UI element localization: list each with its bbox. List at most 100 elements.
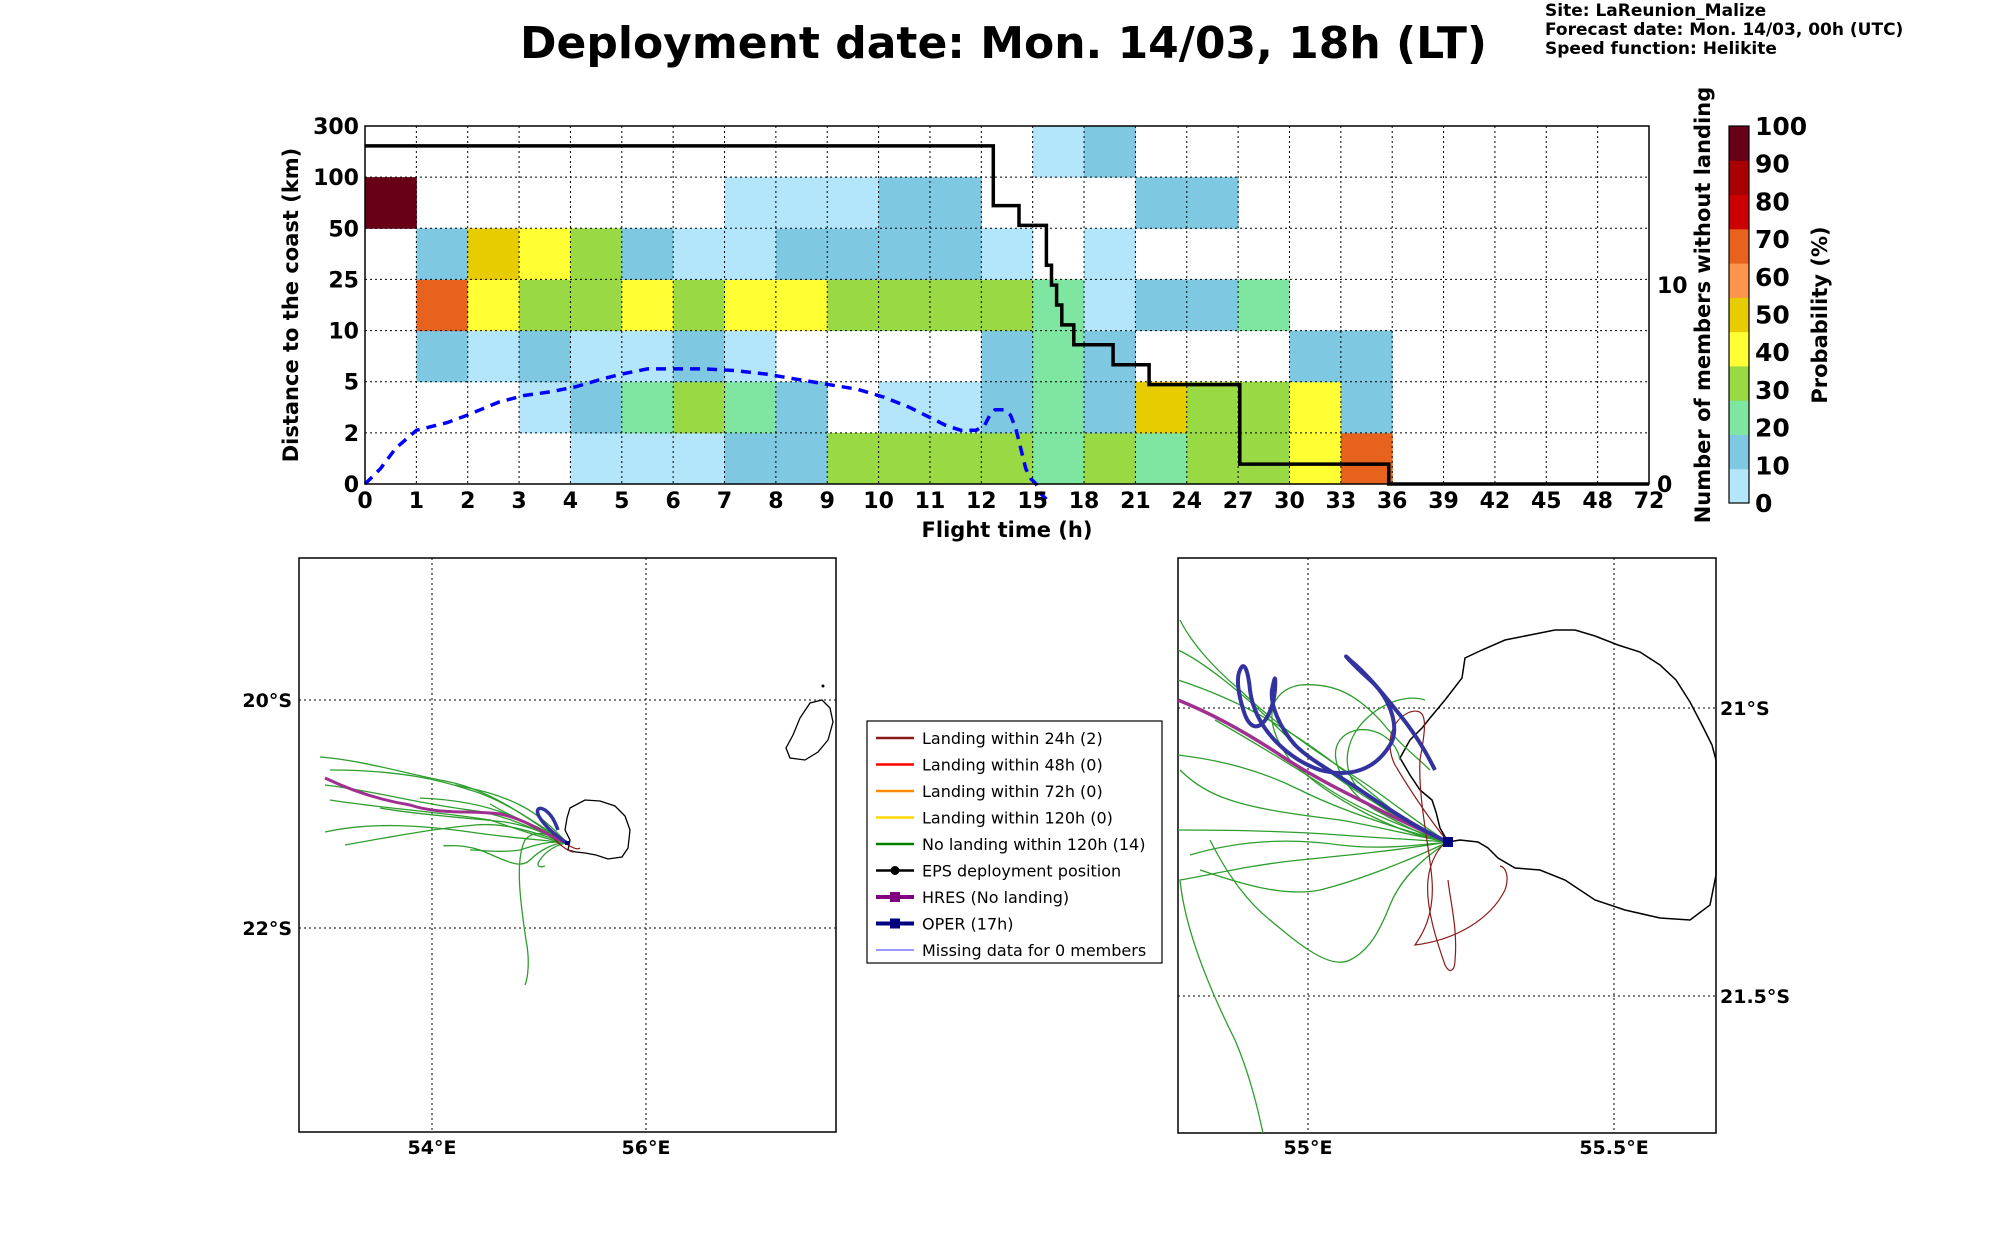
speed-text: Speed function: Helikite (1545, 39, 1777, 59)
colorbar-tick-label: 0 (1755, 489, 1772, 518)
heatmap-cell (519, 279, 571, 332)
trajectory-no-landing (1199, 841, 1449, 893)
chart-lines (363, 144, 1649, 501)
heatmap-cell (775, 228, 828, 280)
heatmap-cell (1186, 279, 1239, 332)
legend-label: No landing within 120h (14) (922, 835, 1145, 854)
site-text: Site: LaReunion_Malize (1545, 1, 1767, 21)
map-right-lon-label: 55°E (1284, 1137, 1333, 1159)
oper-trajectory (535, 806, 568, 845)
heatmap-cell (467, 330, 520, 383)
y-tick-label: 5 (344, 371, 359, 396)
colorbar-swatch (1729, 400, 1749, 435)
heatmap-cell (775, 432, 828, 485)
legend-label: Landing within 72h (0) (922, 782, 1103, 801)
heatmap-cell (570, 432, 623, 485)
mean-distance-line (363, 367, 1048, 501)
heatmap-cell (365, 177, 417, 229)
members-without-landing-line (365, 144, 1649, 486)
trajectory-no-landing (443, 842, 568, 865)
y-tick-label: 25 (328, 268, 359, 293)
x-tick-label: 2 (460, 489, 475, 514)
y2-tick-labels: 0 10 (1657, 274, 1688, 498)
plot-frame (364, 125, 1650, 485)
heatmap-cell (1084, 126, 1136, 178)
legend-label: Landing within 120h (0) (922, 809, 1113, 828)
trajectory-no-landing (1189, 840, 1449, 856)
heatmap-cell (1289, 432, 1342, 485)
islet-dot (821, 684, 825, 688)
y-tick-label: 50 (328, 217, 359, 242)
heatmap-cell (621, 228, 674, 280)
legend-label: EPS deployment position (922, 862, 1121, 881)
heatmap-cell (929, 279, 982, 332)
heatmap-cell (724, 432, 777, 485)
hres-trajectory (1177, 698, 1449, 844)
x-tick-label: 27 (1223, 489, 1254, 514)
reunion-coastline (564, 799, 631, 860)
deployment-marker (565, 841, 569, 845)
colorbar-swatch (1729, 160, 1749, 196)
colorbar-swatch (1729, 194, 1749, 230)
trajectory-landing-24h (1427, 841, 1457, 972)
heatmap-cell (1032, 126, 1085, 178)
x-tick-label: 5 (614, 489, 629, 514)
y2-tick-label: 10 (1657, 274, 1688, 299)
heatmap-cell (1084, 228, 1136, 280)
x-tick-label: 39 (1428, 489, 1459, 514)
y-tick-label: 2 (344, 422, 359, 447)
heatmap-cell (929, 228, 982, 280)
legend-label: Landing within 48h (0) (922, 756, 1103, 775)
trajectory-no-landing (324, 824, 568, 844)
oper-trajectory (1235, 654, 1449, 844)
heatmap-cell (1238, 381, 1290, 434)
grid-lines (365, 126, 1649, 484)
legend-frame (866, 720, 1163, 964)
colorbar-tick-label: 40 (1755, 338, 1790, 367)
heatmap-cell (929, 381, 982, 434)
x-tick-label: 1 (409, 489, 424, 514)
colorbar-swatch (1729, 365, 1749, 401)
x-tick-label: 11 (915, 489, 946, 514)
y-tick-label: 10 (328, 320, 359, 345)
legend-label: HRES (No landing) (922, 888, 1069, 907)
heatmap-cell (878, 381, 931, 434)
heatmap-cell (1186, 177, 1239, 229)
heatmap-cell (1135, 381, 1188, 434)
heatmap-cell (775, 381, 828, 434)
colorbar-swatch (1729, 434, 1749, 470)
x-axis-label: Flight time (h) (922, 518, 1093, 542)
heatmap-cell (519, 330, 571, 383)
heatmap-cell (1186, 381, 1239, 434)
heatmap-cell (724, 279, 777, 332)
colorbar-tick-label: 100 (1755, 112, 1807, 141)
heatmap-cell (1238, 279, 1290, 332)
heatmap-cell (981, 279, 1034, 332)
trajectory-no-landing (1179, 769, 1449, 843)
map-right-lat-label: 21°S (1720, 698, 1770, 720)
legend-label: Missing data for 0 members (922, 941, 1146, 960)
heatmap-cell (1186, 432, 1239, 485)
heatmap-cell (673, 381, 726, 434)
heatmap-cell (467, 279, 520, 332)
colorbar-swatch (1729, 263, 1749, 298)
heatmap-cell (981, 432, 1034, 485)
x-tick-label: 6 (666, 489, 681, 514)
y2-tick-label: 0 (1657, 473, 1672, 498)
heatmap-cell (981, 228, 1034, 280)
colorbar-label: Probability (%) (1808, 226, 1832, 403)
heatmap-cell (827, 228, 880, 280)
heatmap-cell (570, 330, 623, 383)
trajectory-no-landing (518, 832, 568, 986)
map-right-lon-label: 55.5°E (1579, 1137, 1648, 1159)
x-tick-label: 30 (1274, 489, 1305, 514)
legend-item: No landing within 120h (14) (876, 835, 1145, 854)
x-tick-label: 4 (563, 489, 578, 514)
heatmap-cell (775, 177, 828, 229)
heatmap-cell (570, 279, 623, 332)
legend-item: Landing within 48h (0) (876, 756, 1103, 775)
heatmap-cell (570, 228, 623, 280)
forecast-text: Forecast date: Mon. 14/03, 00h (UTC) (1545, 20, 1904, 40)
